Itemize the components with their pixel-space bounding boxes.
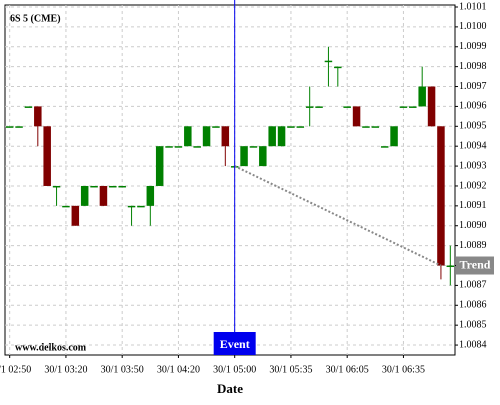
candle-body <box>305 106 314 108</box>
y-tick-label: 1.0091 <box>459 200 487 211</box>
candle-body <box>71 205 80 226</box>
candle-body <box>34 106 42 127</box>
candle-body <box>62 205 70 208</box>
y-tick-label: 1.0089 <box>459 240 487 251</box>
candle-body <box>296 126 305 128</box>
x-tick-label: 30/1 06:35 <box>382 364 425 375</box>
candle-body <box>352 106 361 127</box>
candle-body <box>193 146 201 148</box>
y-tick-label: 1.0100 <box>459 21 487 32</box>
y-tick-label: 1.0094 <box>459 140 487 151</box>
x-tick-label: 30/1 03:50 <box>101 364 144 375</box>
candle-body <box>109 185 117 188</box>
y-tick-label: 1.0098 <box>459 61 487 72</box>
candle-body <box>127 205 136 208</box>
x-tick-label: 30/1 02:50 <box>0 364 31 375</box>
candle-body <box>43 126 51 186</box>
x-tick-label: 30/1 04:20 <box>157 364 200 375</box>
candle-body <box>259 146 267 167</box>
y-tick-label: 1.0090 <box>459 220 487 231</box>
candle-body <box>155 146 164 186</box>
y-tick-label: 1.0084 <box>459 339 487 350</box>
candle-body <box>437 126 445 266</box>
y-tick-label: 1.0095 <box>459 121 487 132</box>
y-tick-label: 1.0101 <box>459 1 487 12</box>
candle-body <box>240 146 248 167</box>
candle-body <box>315 106 323 108</box>
candle-body <box>427 86 436 127</box>
watermark: www.delkos.com <box>15 342 87 353</box>
candle-body <box>362 126 370 128</box>
x-axis-title: Date <box>217 381 243 396</box>
y-tick-label: 1.0085 <box>459 319 487 330</box>
candle-body <box>390 126 398 147</box>
candle-body <box>137 205 145 208</box>
candle-body <box>174 146 183 148</box>
candle-body <box>418 86 426 107</box>
candle-body <box>80 185 89 206</box>
candle-body <box>212 126 220 128</box>
candle-body <box>371 126 380 128</box>
trend-label-box <box>456 256 494 275</box>
event-label: Event <box>220 337 250 351</box>
candle-body <box>90 185 98 188</box>
y-tick-label: 1.0092 <box>459 180 487 191</box>
trend-label: Trend <box>460 257 491 271</box>
candle-body <box>99 185 108 206</box>
y-tick-label: 1.0086 <box>459 300 487 311</box>
y-tick-label: 1.0093 <box>459 160 487 171</box>
y-tick-label: 1.0099 <box>459 41 487 52</box>
candle-body <box>268 126 276 147</box>
candle-body <box>380 146 389 148</box>
chart-title: 6S 5 (CME) <box>10 13 61 24</box>
candle-body <box>409 106 417 108</box>
candle-body <box>24 106 33 108</box>
candle-body <box>343 106 351 108</box>
event-label-box <box>213 332 256 355</box>
plot-frame <box>4 4 456 356</box>
y-tick-label: 1.0097 <box>459 81 487 92</box>
candle-body <box>202 126 211 147</box>
candle-body <box>334 66 342 69</box>
x-tick-label: 30/1 06:05 <box>326 364 369 375</box>
candle-body <box>118 185 126 188</box>
candle-body <box>287 126 295 128</box>
candle-body <box>165 146 173 148</box>
y-tick-label: 1.0087 <box>459 280 487 291</box>
x-tick-label: 30/1 05:00 <box>213 364 256 375</box>
candle-body <box>146 185 155 206</box>
candle-body <box>15 126 23 128</box>
x-tick-label: 30/1 05:35 <box>269 364 312 375</box>
candle-body <box>5 126 14 128</box>
candle-body <box>446 265 455 268</box>
x-tick-label: 30/1 03:20 <box>44 364 87 375</box>
candle-body <box>184 126 192 147</box>
candle-body <box>399 106 408 108</box>
candle-body <box>221 126 230 147</box>
candle-body <box>277 126 286 147</box>
y-tick-label: 1.0096 <box>459 101 487 112</box>
candle-body <box>249 146 258 148</box>
candle-body <box>324 60 333 63</box>
candle-body <box>52 185 61 188</box>
